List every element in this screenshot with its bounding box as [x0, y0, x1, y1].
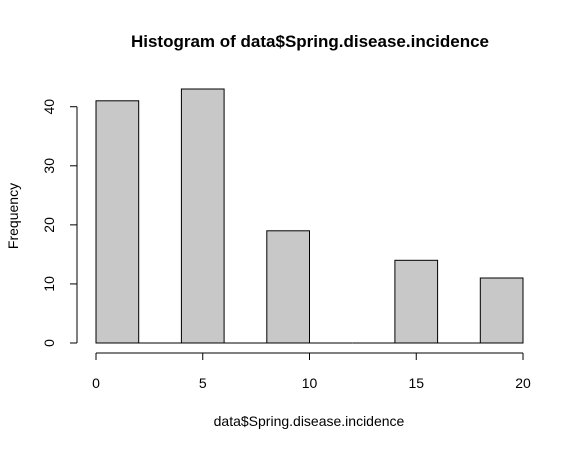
- histogram-bar-0: [95, 100, 140, 344]
- y-axis-label: Frequency: [5, 183, 21, 249]
- x-tick-label-10: 10: [302, 375, 318, 391]
- chart-title: Histogram of data$Spring.disease.inciden…: [131, 32, 489, 51]
- y-tick-label-30: 30: [41, 158, 57, 174]
- y-tick-label-0: 0: [41, 339, 57, 347]
- y-axis: 0 10 20 30 40: [41, 99, 78, 347]
- bars-group: [95, 88, 524, 344]
- histogram-bar-7: [394, 259, 439, 344]
- x-tick-label-15: 15: [408, 375, 424, 391]
- y-tick-label-10: 10: [41, 276, 57, 292]
- histogram-bar-9: [479, 277, 524, 344]
- x-tick-label-20: 20: [515, 375, 531, 391]
- y-tick-label-40: 40: [41, 99, 57, 115]
- x-axis: 0 5 10 15 20: [92, 352, 531, 391]
- histogram-bar-4: [266, 230, 310, 344]
- y-tick-label-20: 20: [41, 217, 57, 233]
- x-tick-label-5: 5: [199, 375, 207, 391]
- histogram-bar-2: [180, 88, 225, 344]
- x-axis-label: data$Spring.disease.incidence: [214, 413, 405, 429]
- x-tick-label-0: 0: [92, 375, 100, 391]
